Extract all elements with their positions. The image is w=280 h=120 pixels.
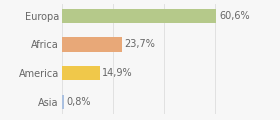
Bar [62, 95, 64, 109]
Bar [62, 66, 100, 80]
Text: 23,7%: 23,7% [125, 39, 156, 49]
Bar [62, 37, 122, 52]
Text: 14,9%: 14,9% [102, 68, 133, 78]
Text: 60,6%: 60,6% [219, 11, 249, 21]
Text: 0,8%: 0,8% [66, 97, 91, 107]
Bar [62, 9, 216, 23]
